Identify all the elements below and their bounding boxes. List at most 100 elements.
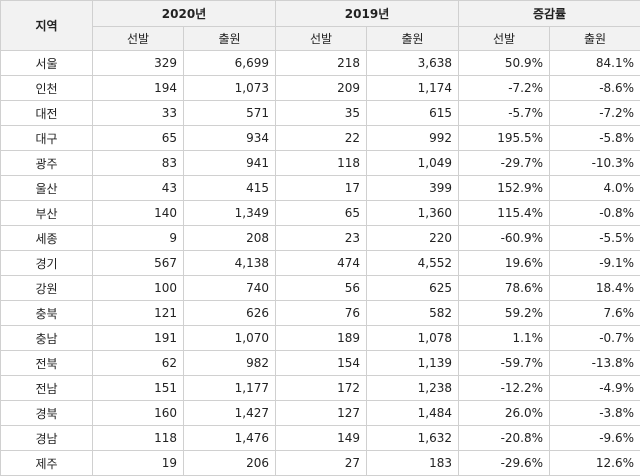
value-cell: 12.6% [549,450,640,476]
value-cell: 160 [92,400,184,426]
value-cell: 35 [275,100,368,126]
value-cell: 206 [182,450,277,476]
value-cell: 1,139 [366,350,460,376]
value-cell: -3.8% [549,400,640,426]
table-row: 인천 194 1,073 209 1,174 -7.2% -8.6% [0,75,640,101]
value-cell: 84.1% [549,50,640,76]
value-cell: 1.1% [458,325,551,351]
table-row: 경기 567 4,138 474 4,552 19.6% -9.1% [0,250,640,276]
region-cell: 전북 [0,350,93,376]
value-cell: 1,049 [366,150,460,176]
value-cell: -10.3% [549,150,640,176]
value-cell: 115.4% [458,200,551,226]
region-cell: 경북 [0,400,93,426]
subheader: 선발 [458,26,551,51]
value-cell: 4,138 [182,250,277,276]
value-cell: 151 [92,375,184,401]
value-cell: 567 [92,250,184,276]
region-cell: 인천 [0,75,93,101]
value-cell: 172 [275,375,368,401]
table-row: 서울 329 6,699 218 3,638 50.9% 84.1% [0,50,640,76]
region-cell: 충남 [0,325,93,351]
value-cell: 62 [92,350,184,376]
table-row: 충북 121 626 76 582 59.2% 7.6% [0,300,640,326]
region-cell: 강원 [0,275,93,301]
group-header: 2020년 [91,0,277,27]
table-row: 제주 19 206 27 183 -29.6% 12.6% [0,450,640,476]
value-cell: -60.9% [458,225,551,251]
value-cell: 1,476 [182,425,277,451]
value-cell: 571 [182,100,277,126]
value-cell: 152.9% [458,175,551,201]
value-cell: 43 [92,175,184,201]
region-cell: 부산 [0,200,93,226]
value-cell: 415 [182,175,277,201]
value-cell: 4.0% [549,175,640,201]
value-cell: 982 [182,350,277,376]
value-cell: 56 [275,275,368,301]
value-cell: 121 [92,300,184,326]
table-row: 경남 118 1,476 149 1,632 -20.8% -9.6% [0,425,640,451]
subheader: 선발 [275,26,368,51]
value-cell: 26.0% [458,400,551,426]
value-cell: 992 [366,125,460,151]
value-cell: -0.7% [549,325,640,351]
table-body: 서울 329 6,699 218 3,638 50.9% 84.1% 인천 194 1,073 20… [0,50,640,476]
region-cell: 제주 [0,450,93,476]
value-cell: 19.6% [458,250,551,276]
table-row: 울산 43 415 17 399 152.9% 4.0% [0,175,640,201]
value-cell: -9.1% [549,250,640,276]
value-cell: -29.7% [458,150,551,176]
value-cell: 209 [275,75,368,101]
value-cell: -5.5% [549,225,640,251]
region-cell: 경남 [0,425,93,451]
value-cell: 1,349 [182,200,277,226]
value-cell: -59.7% [458,350,551,376]
value-cell: 78.6% [458,275,551,301]
table-header: 지역 2020년 2019년 증감률 선발 출원 선발 출원 선발 출원 [0,0,640,51]
region-cell: 대전 [0,100,93,126]
region-cell: 세종 [0,225,93,251]
value-cell: 941 [182,150,277,176]
value-cell: 149 [275,425,368,451]
value-cell: 118 [275,150,368,176]
value-cell: 740 [182,275,277,301]
value-cell: 22 [275,125,368,151]
value-cell: 626 [182,300,277,326]
value-cell: 9 [92,225,184,251]
header-row: 지역 2020년 2019년 증감률 [0,0,640,51]
table-row: 강원 100 740 56 625 78.6% 18.4% [0,275,640,301]
table-row: 대구 65 934 22 992 195.5% -5.8% [0,125,640,151]
value-cell: 1,174 [366,75,460,101]
region-header: 지역 [0,0,93,51]
value-cell: 17 [275,175,368,201]
value-cell: 100 [92,275,184,301]
value-cell: 220 [366,225,460,251]
region-cell: 경기 [0,250,93,276]
value-cell: 140 [92,200,184,226]
value-cell: 399 [366,175,460,201]
value-cell: 625 [366,275,460,301]
value-cell: 7.6% [549,300,640,326]
value-cell: -20.8% [458,425,551,451]
value-cell: 4,552 [366,250,460,276]
value-cell: 59.2% [458,300,551,326]
value-cell: 1,484 [366,400,460,426]
value-cell: -9.6% [549,425,640,451]
value-cell: 18.4% [549,275,640,301]
value-cell: 615 [366,100,460,126]
value-cell: 189 [275,325,368,351]
region-cell: 광주 [0,150,93,176]
region-cell: 대구 [0,125,93,151]
value-cell: 118 [92,425,184,451]
table-row: 전북 62 982 154 1,139 -59.7% -13.8% [0,350,640,376]
value-cell: 154 [275,350,368,376]
value-cell: 195.5% [458,125,551,151]
value-cell: 194 [92,75,184,101]
value-cell: 6,699 [182,50,277,76]
table-row: 부산 140 1,349 65 1,360 115.4% -0.8% [0,200,640,226]
value-cell: -0.8% [549,200,640,226]
region-cell: 전남 [0,375,93,401]
